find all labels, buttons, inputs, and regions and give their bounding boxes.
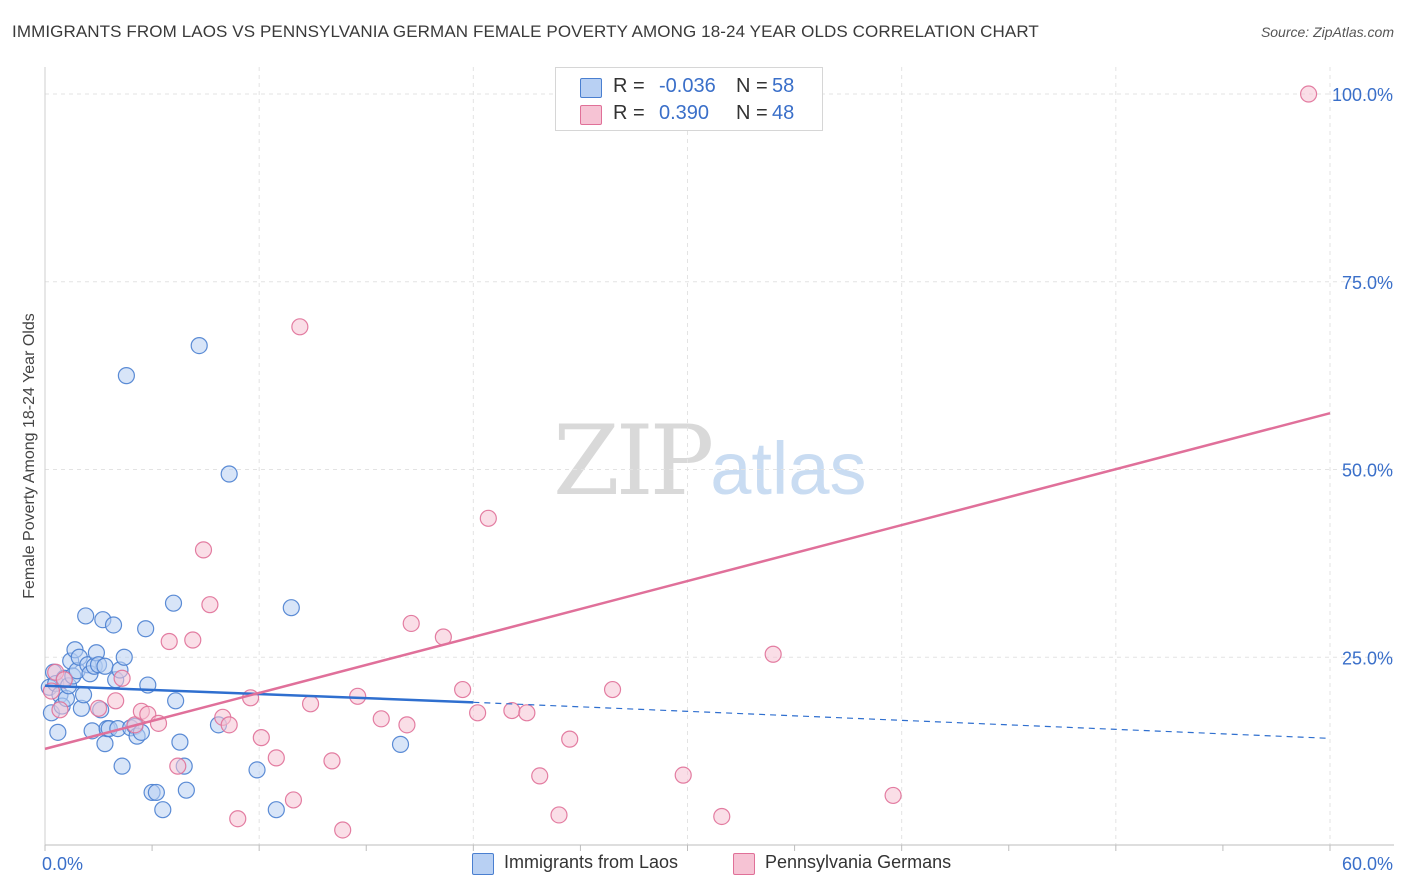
penn-german-point <box>1299 85 1318 103</box>
watermark-atlas: atlas <box>710 427 867 510</box>
penn-german-point <box>194 541 213 559</box>
penn-german-point <box>113 669 131 687</box>
penn-german-point <box>884 786 902 805</box>
laos-point <box>77 607 95 625</box>
penn-german-point <box>713 807 731 826</box>
laos-point <box>147 783 165 802</box>
laos-point <box>391 735 410 753</box>
bottom-legend-swatch-pink <box>733 853 755 875</box>
laos-point <box>74 686 93 704</box>
penn-german-point <box>518 704 536 722</box>
laos-point <box>96 657 114 675</box>
legend-swatch-pink <box>580 105 602 125</box>
penn-german-point <box>550 806 568 824</box>
penn-german-point <box>402 614 420 633</box>
laos-point <box>115 648 133 666</box>
penn-german-point <box>469 704 487 722</box>
legend-n-value: 58 <box>772 75 795 97</box>
legend-row-laos: R = -0.036 N = 58 <box>556 75 822 101</box>
legend-r-label: R = <box>613 75 645 97</box>
laos-point <box>177 781 195 799</box>
penn-german-point <box>503 701 521 720</box>
laos-point <box>190 336 208 355</box>
penn-german-point <box>184 631 202 649</box>
laos-point <box>113 757 131 775</box>
legend-row-penn-german: R = 0.390 N = 48 <box>556 102 822 128</box>
source-label: Source: ZipAtlas.com <box>1260 24 1394 40</box>
penn-german-point <box>252 729 270 747</box>
laos-point <box>104 616 123 634</box>
laos-point <box>154 801 172 819</box>
penn-german-point <box>284 791 303 809</box>
penn-german-point <box>561 730 579 748</box>
penn-german-point <box>107 692 125 710</box>
y-axis-label: Female Poverty Among 18-24 Year Olds <box>21 313 38 599</box>
penn-german-point <box>674 766 692 784</box>
penn-german-point <box>51 701 69 719</box>
laos-point <box>167 692 185 710</box>
laos-point <box>171 733 189 751</box>
penn-german-point <box>267 749 285 767</box>
penn-german-trend-line <box>44 411 1331 751</box>
penn-german-point <box>398 716 416 734</box>
penn-german-point <box>531 767 549 785</box>
x-tick-label: 60.0% <box>1342 854 1393 874</box>
penn-german-point <box>169 757 187 775</box>
legend-r-label: R = <box>613 102 645 124</box>
penn-german-point <box>349 687 367 705</box>
laos-point <box>282 599 300 617</box>
axes <box>44 67 1394 851</box>
watermark: ZIPatlas <box>553 405 867 517</box>
laos-point <box>164 594 183 612</box>
penn-german-point <box>764 645 782 663</box>
data-points <box>40 85 1318 839</box>
laos-point <box>137 620 155 638</box>
legend-swatch-blue <box>580 78 602 98</box>
legend-r-value: 0.390 <box>659 102 710 124</box>
penn-german-point <box>454 680 472 699</box>
penn-german-point <box>479 509 497 527</box>
laos-point <box>96 735 114 753</box>
tick-labels: 25.0% 50.0% 75.0% 100.0% 0.0% 60.0% <box>42 85 1393 874</box>
laos-point <box>49 723 67 741</box>
penn-german-point <box>372 710 390 728</box>
laos-point <box>117 367 135 385</box>
bottom-legend-label: Pennsylvania Germans <box>765 852 952 872</box>
laos-point <box>220 465 238 483</box>
laos-point <box>248 761 266 779</box>
penn-german-point <box>220 716 238 734</box>
trend-lines <box>44 411 1331 751</box>
x-tick-label: 0.0% <box>42 854 83 874</box>
chart-title: IMMIGRANTS FROM LAOS VS PENNSYLVANIA GER… <box>12 22 1039 41</box>
penn-german-point <box>301 695 320 713</box>
y-tick-label: 75.0% <box>1342 273 1393 293</box>
penn-german-point <box>160 632 178 651</box>
legend-r-value: -0.036 <box>659 75 716 97</box>
penn-german-point <box>334 821 352 839</box>
laos-point <box>267 801 285 819</box>
y-tick-label: 100.0% <box>1332 85 1393 105</box>
y-tick-label: 25.0% <box>1342 648 1393 668</box>
grid-lines <box>45 67 1394 845</box>
y-tick-label: 50.0% <box>1342 461 1393 481</box>
bottom-legend-label: Immigrants from Laos <box>504 852 679 872</box>
bottom-legend-swatch-blue <box>472 853 494 875</box>
legend-n-value: 48 <box>772 102 795 124</box>
penn-german-point <box>603 680 622 699</box>
legend-n-label: N = <box>736 75 768 97</box>
penn-german-point <box>291 318 309 336</box>
penn-german-point <box>201 596 219 614</box>
penn-german-point <box>323 752 341 770</box>
penn-german-point <box>229 810 247 828</box>
correlation-legend: R = -0.036 N = 58 R = 0.390 N = 48 <box>555 67 823 131</box>
penn-german-point <box>89 699 108 717</box>
legend-n-label: N = <box>736 102 768 124</box>
